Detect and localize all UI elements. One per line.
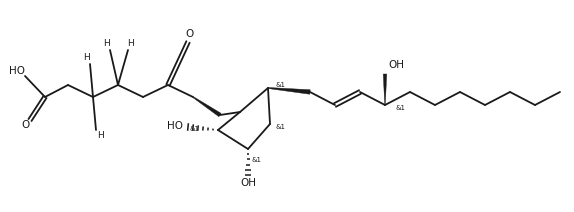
Text: H: H: [96, 131, 103, 141]
Text: H: H: [127, 39, 134, 49]
Polygon shape: [193, 97, 221, 117]
Polygon shape: [383, 74, 387, 105]
Text: O: O: [21, 120, 29, 130]
Text: &1: &1: [276, 82, 286, 88]
Text: &1: &1: [251, 157, 261, 163]
Text: OH: OH: [388, 60, 404, 70]
Text: &1: &1: [276, 124, 286, 130]
Text: H: H: [83, 53, 90, 63]
Text: &1: &1: [190, 126, 200, 132]
Text: HO: HO: [167, 121, 183, 131]
Text: H: H: [104, 39, 110, 49]
Text: O: O: [186, 29, 194, 39]
Text: &1: &1: [395, 105, 405, 111]
Text: OH: OH: [240, 178, 256, 188]
Text: HO: HO: [9, 66, 25, 76]
Polygon shape: [268, 88, 310, 94]
